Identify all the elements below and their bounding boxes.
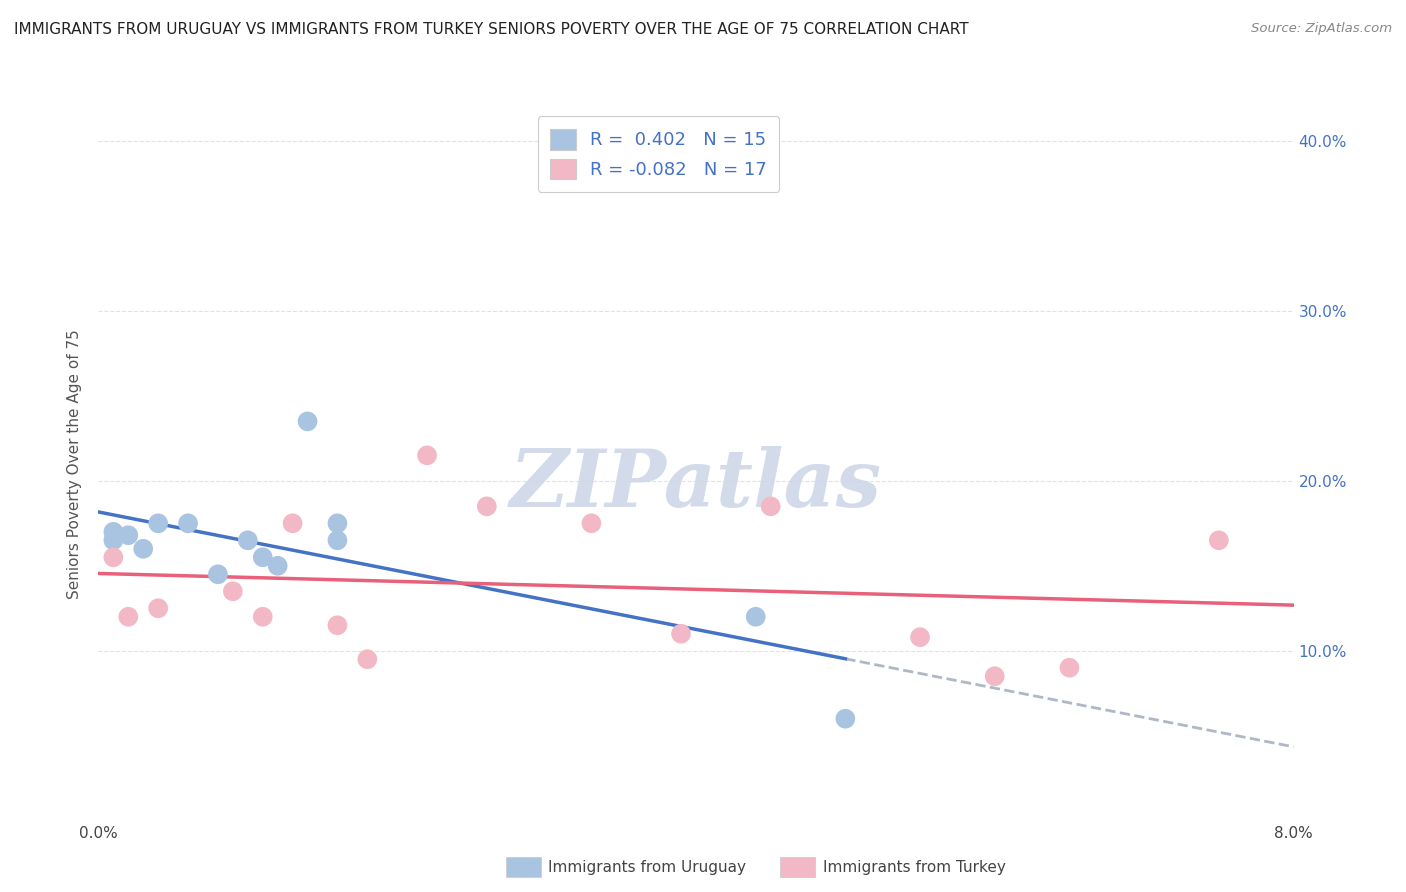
Point <box>267 558 290 573</box>
Text: Source: ZipAtlas.com: Source: ZipAtlas.com <box>1251 22 1392 36</box>
Point <box>148 601 170 615</box>
Point <box>222 584 245 599</box>
Point <box>148 516 170 531</box>
Point <box>103 524 125 539</box>
Point <box>236 533 259 548</box>
Point <box>117 528 139 542</box>
Point <box>252 609 274 624</box>
Point <box>983 669 1005 683</box>
Y-axis label: Seniors Poverty Over the Age of 75: Seniors Poverty Over the Age of 75 <box>67 329 83 599</box>
Point <box>475 500 498 514</box>
Text: Immigrants from Turkey: Immigrants from Turkey <box>823 860 1005 874</box>
Point <box>177 516 200 531</box>
Text: Immigrants from Uruguay: Immigrants from Uruguay <box>548 860 747 874</box>
Point <box>356 652 378 666</box>
Point <box>252 550 274 565</box>
Point <box>1059 661 1081 675</box>
Text: IMMIGRANTS FROM URUGUAY VS IMMIGRANTS FROM TURKEY SENIORS POVERTY OVER THE AGE O: IMMIGRANTS FROM URUGUAY VS IMMIGRANTS FR… <box>14 22 969 37</box>
Point <box>132 541 155 556</box>
Point <box>1208 533 1230 548</box>
Point <box>207 567 229 582</box>
Point <box>908 630 931 644</box>
Point <box>297 414 319 428</box>
Point <box>669 626 692 640</box>
Point <box>103 533 125 548</box>
Point <box>326 618 349 632</box>
Text: ZIPatlas: ZIPatlas <box>510 447 882 524</box>
Point <box>745 609 768 624</box>
Point <box>416 448 439 462</box>
Point <box>103 550 125 565</box>
Point <box>281 516 304 531</box>
Point <box>759 500 782 514</box>
Point <box>581 516 603 531</box>
Legend: R =  0.402   N = 15, R = -0.082   N = 17: R = 0.402 N = 15, R = -0.082 N = 17 <box>537 116 779 192</box>
Point <box>326 516 349 531</box>
Point <box>834 712 856 726</box>
Point <box>117 609 139 624</box>
Point <box>326 533 349 548</box>
